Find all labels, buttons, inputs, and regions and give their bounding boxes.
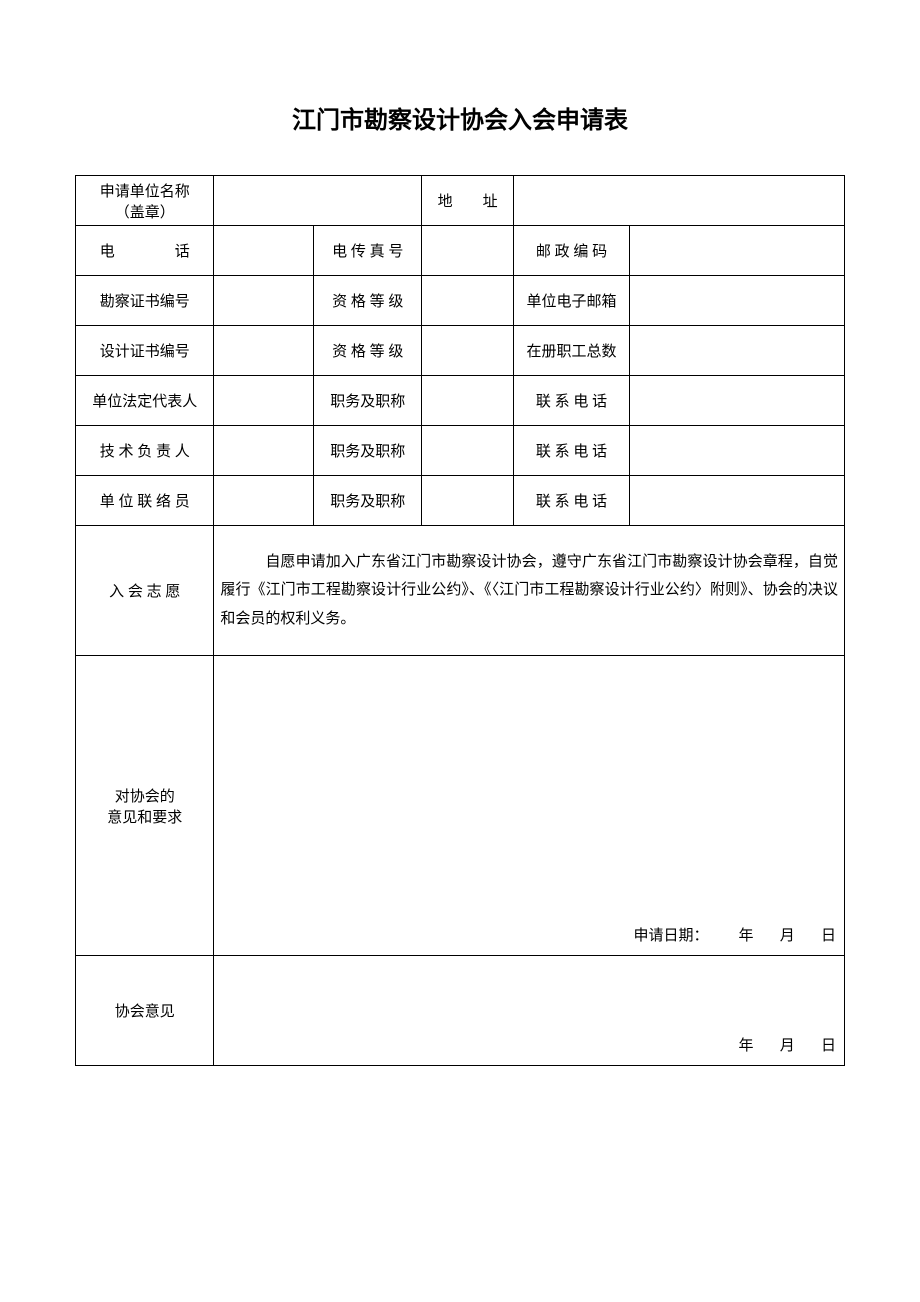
- cell-membership-wish-text: 自愿申请加入广东省江门市勘察设计协会，遵守广东省江门市勘察设计协会章程，自觉履行…: [214, 526, 845, 656]
- label-qual-level-1: 资 格 等 级: [314, 276, 422, 326]
- cell-address-value: [514, 176, 845, 226]
- application-form-table: 申请单位名称 （盖章） 地 址 电 话 电 传 真 号 邮 政 编 码 勘察证书…: [75, 175, 845, 1066]
- label-contact-phone-3: 联 系 电 话: [514, 476, 629, 526]
- label-unit-email: 单位电子邮箱: [514, 276, 629, 326]
- label-position-1: 职务及职称: [314, 376, 422, 426]
- cell-unit-name-value: [214, 176, 422, 226]
- cell-fax-value: [422, 226, 514, 276]
- label-phone: 电 话: [76, 226, 214, 276]
- label-contact-phone-1: 联 系 电 话: [514, 376, 629, 426]
- label-qual-level-2: 资 格 等 级: [314, 326, 422, 376]
- cell-position-3-value: [422, 476, 514, 526]
- label-fax: 电 传 真 号: [314, 226, 422, 276]
- cell-survey-cert-value: [214, 276, 314, 326]
- label-unit-name: 申请单位名称 （盖章）: [76, 176, 214, 226]
- cell-opinion-value: 申请日期： 年 月 日: [214, 656, 845, 956]
- label-staff-count: 在册职工总数: [514, 326, 629, 376]
- label-unit-liaison: 单 位 联 络 员: [76, 476, 214, 526]
- label-position-2: 职务及职称: [314, 426, 422, 476]
- label-tech-lead: 技 术 负 责 人: [76, 426, 214, 476]
- cell-contact-phone-3-value: [629, 476, 844, 526]
- cell-contact-phone-2-value: [629, 426, 844, 476]
- cell-position-2-value: [422, 426, 514, 476]
- cell-legal-rep-value: [214, 376, 314, 426]
- form-title: 江门市勘察设计协会入会申请表: [75, 100, 845, 135]
- label-survey-cert: 勘察证书编号: [76, 276, 214, 326]
- cell-position-1-value: [422, 376, 514, 426]
- cell-contact-phone-1-value: [629, 376, 844, 426]
- label-membership-wish: 入 会 志 愿: [76, 526, 214, 656]
- label-opinion: 对协会的 意见和要求: [76, 656, 214, 956]
- label-design-cert: 设计证书编号: [76, 326, 214, 376]
- label-legal-rep: 单位法定代表人: [76, 376, 214, 426]
- cell-qual-level-1-value: [422, 276, 514, 326]
- label-contact-phone-2: 联 系 电 话: [514, 426, 629, 476]
- cell-unit-email-value: [629, 276, 844, 326]
- cell-design-cert-value: [214, 326, 314, 376]
- label-postcode: 邮 政 编 码: [514, 226, 629, 276]
- cell-tech-lead-value: [214, 426, 314, 476]
- label-assoc-opinion: 协会意见: [76, 956, 214, 1066]
- cell-phone-value: [214, 226, 314, 276]
- cell-qual-level-2-value: [422, 326, 514, 376]
- label-position-3: 职务及职称: [314, 476, 422, 526]
- cell-postcode-value: [629, 226, 844, 276]
- cell-staff-count-value: [629, 326, 844, 376]
- label-address: 地 址: [422, 176, 514, 226]
- cell-assoc-opinion-value: 年 月 日: [214, 956, 845, 1066]
- cell-unit-liaison-value: [214, 476, 314, 526]
